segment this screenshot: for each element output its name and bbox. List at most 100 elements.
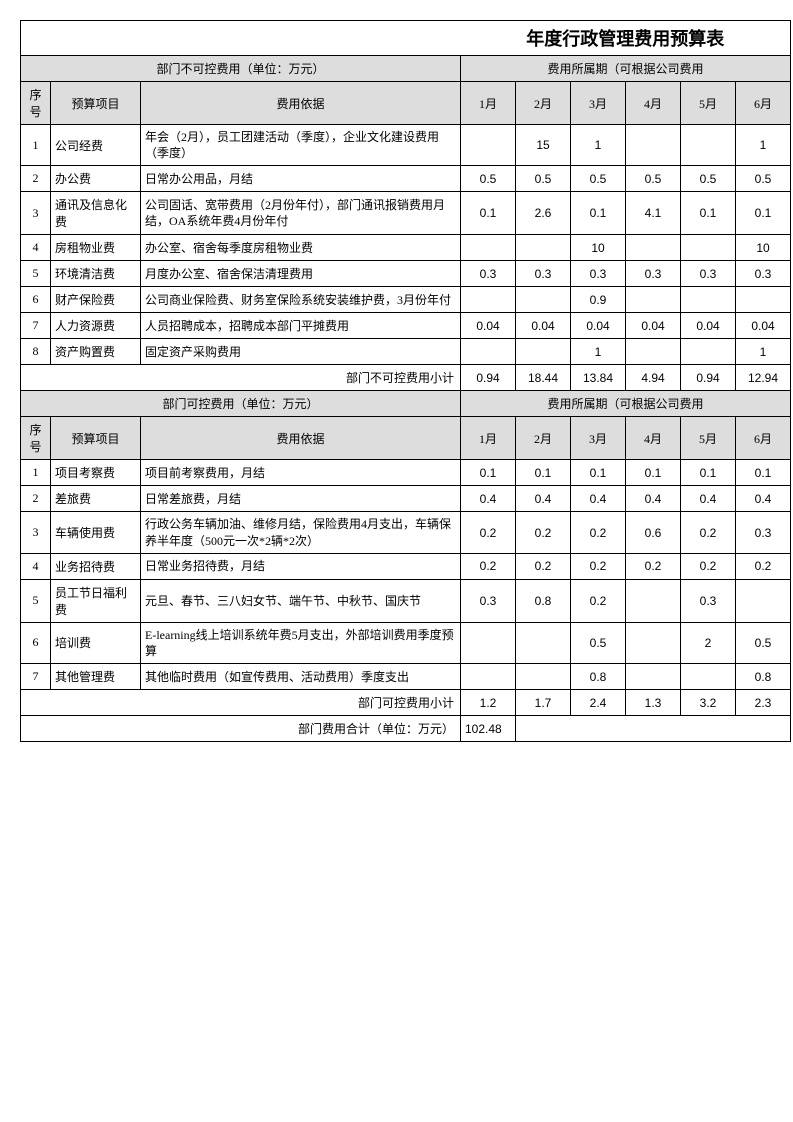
row-idx: 8 [21,339,51,365]
cell-m2 [516,622,571,663]
cell-m4 [626,622,681,663]
row-item: 差旅费 [51,486,141,512]
row-basis: 公司商业保险费、财务室保险系统安装维护费，3月份年付 [141,287,461,313]
cell-m6: 0.1 [736,192,791,235]
col-m6: 6月 [736,82,791,125]
row-idx: 2 [21,486,51,512]
cell-m6: 0.04 [736,313,791,339]
col-m6: 6月 [736,417,791,460]
uncontrollable-subtotal-label: 部门不可控费用小计 [21,365,461,391]
cell-m3: 0.5 [571,622,626,663]
row-idx: 5 [21,579,51,622]
cell-m6: 0.3 [736,512,791,553]
row-idx: 3 [21,512,51,553]
row-item: 培训费 [51,622,141,663]
col-m5: 5月 [681,417,736,460]
cell-m6: 0.5 [736,622,791,663]
row-idx: 1 [21,460,51,486]
cell-m5: 0.1 [681,460,736,486]
cell-m1 [461,287,516,313]
cell-m1: 0.3 [461,579,516,622]
cell-m6: 0.8 [736,664,791,690]
cell-m4: 0.1 [626,460,681,486]
cell-m5: 0.3 [681,261,736,287]
table-title: 年度行政管理费用预算表 [461,21,791,56]
cell-m4 [626,339,681,365]
row-idx: 2 [21,166,51,192]
cell-m4: 0.4 [626,486,681,512]
cell-m6: 1 [736,125,791,166]
cell-m3: 1 [571,125,626,166]
cell-m4 [626,287,681,313]
cell-m5 [681,125,736,166]
cell-m1 [461,339,516,365]
period-header-1: 费用所属期（可根据公司费用 [461,56,791,82]
cell-m4: 0.3 [626,261,681,287]
cell-m6: 0.2 [736,553,791,579]
uc-sub-m4: 4.94 [626,365,681,391]
cell-m2: 0.3 [516,261,571,287]
col-m3: 3月 [571,417,626,460]
row-basis: 日常业务招待费，月结 [141,553,461,579]
cell-m1: 0.1 [461,460,516,486]
cell-m3: 0.3 [571,261,626,287]
section2-header: 部门可控费用（单位：万元） [21,391,461,417]
col-basis: 费用依据 [141,417,461,460]
cell-m6 [736,579,791,622]
cell-m2: 15 [516,125,571,166]
controllable-subtotal-label: 部门可控费用小计 [21,690,461,716]
cell-m6: 0.4 [736,486,791,512]
cell-m2 [516,664,571,690]
row-basis: 日常差旅费，月结 [141,486,461,512]
col-m1: 1月 [461,82,516,125]
cell-m3: 1 [571,339,626,365]
cell-m4 [626,235,681,261]
uc-sub-m5: 0.94 [681,365,736,391]
cell-m3: 0.9 [571,287,626,313]
cell-m2: 0.4 [516,486,571,512]
grandtotal-empty [516,716,791,742]
section1-header: 部门不可控费用（单位：万元） [21,56,461,82]
row-idx: 6 [21,287,51,313]
grandtotal-value: 102.48 [461,716,516,742]
col-idx: 序号 [21,82,51,125]
row-item: 业务招待费 [51,553,141,579]
row-idx: 4 [21,235,51,261]
col-m2: 2月 [516,82,571,125]
row-idx: 1 [21,125,51,166]
row-basis: E-learning线上培训系统年费5月支出，外部培训费用季度预算 [141,622,461,663]
cell-m3: 0.5 [571,166,626,192]
col-item: 预算项目 [51,417,141,460]
c-sub-m3: 2.4 [571,690,626,716]
row-idx: 7 [21,664,51,690]
cell-m3: 0.4 [571,486,626,512]
cell-m2: 0.8 [516,579,571,622]
cell-m1: 0.04 [461,313,516,339]
row-basis: 公司固话、宽带费用（2月份年付），部门通讯报销费用月结，OA系统年费4月份年付 [141,192,461,235]
cell-m4 [626,125,681,166]
cell-m3: 0.1 [571,460,626,486]
col-m2: 2月 [516,417,571,460]
col-m5: 5月 [681,82,736,125]
uc-sub-m2: 18.44 [516,365,571,391]
row-item: 房租物业费 [51,235,141,261]
row-item: 财产保险费 [51,287,141,313]
row-basis: 日常办公用品，月结 [141,166,461,192]
cell-m5 [681,235,736,261]
c-sub-m1: 1.2 [461,690,516,716]
cell-m4: 0.04 [626,313,681,339]
cell-m1: 0.3 [461,261,516,287]
cell-m3: 0.2 [571,512,626,553]
cell-m2: 2.6 [516,192,571,235]
cell-m2 [516,235,571,261]
cell-m3: 0.2 [571,553,626,579]
cell-m1 [461,235,516,261]
cell-m6: 0.1 [736,460,791,486]
cell-m1: 0.2 [461,512,516,553]
uc-sub-m6: 12.94 [736,365,791,391]
row-item: 环境清洁费 [51,261,141,287]
cell-m5: 0.04 [681,313,736,339]
row-basis: 月度办公室、宿舍保洁清理费用 [141,261,461,287]
uc-sub-m1: 0.94 [461,365,516,391]
cell-m2 [516,339,571,365]
